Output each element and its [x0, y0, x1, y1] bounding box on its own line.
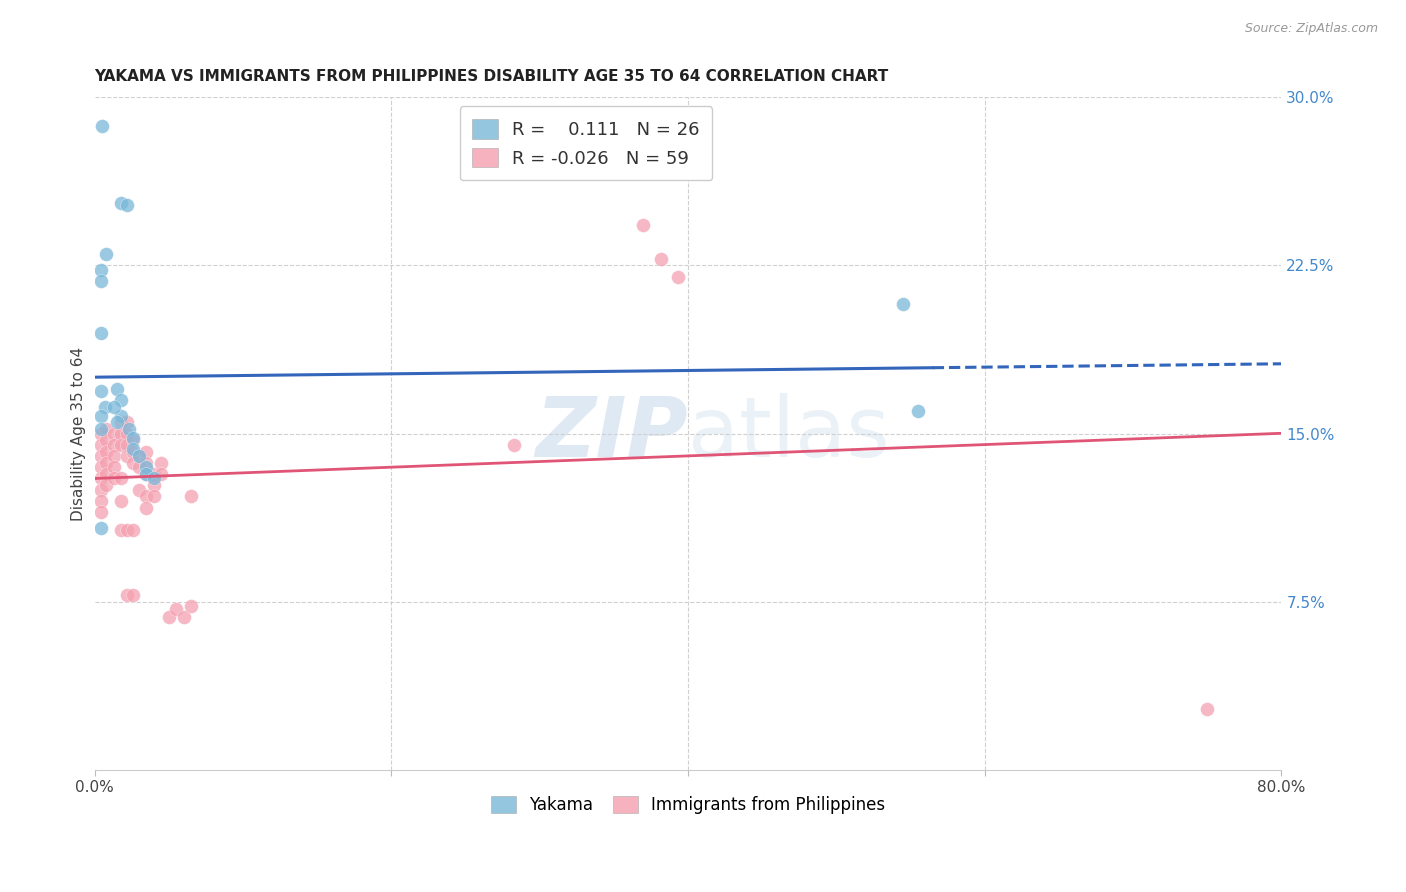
Point	[110, 392, 132, 407]
Point	[89, 422, 111, 436]
Point	[105, 382, 128, 396]
Point	[157, 610, 180, 624]
Point	[907, 404, 929, 418]
Point	[122, 431, 145, 445]
Point	[89, 409, 111, 423]
Text: atlas: atlas	[688, 393, 890, 474]
Point	[103, 449, 125, 463]
Point	[96, 247, 118, 261]
Point	[96, 434, 118, 448]
Point	[115, 416, 138, 430]
Point	[122, 456, 145, 470]
Point	[110, 523, 132, 537]
Legend: Yakama, Immigrants from Philippines: Yakama, Immigrants from Philippines	[482, 788, 894, 822]
Point	[89, 426, 111, 441]
Point	[110, 471, 132, 485]
Point	[180, 489, 202, 503]
Point	[89, 521, 111, 535]
Point	[105, 416, 128, 430]
Point	[96, 422, 118, 436]
Point	[96, 467, 118, 481]
Point	[89, 460, 111, 475]
Point	[89, 326, 111, 340]
Point	[142, 478, 165, 492]
Point	[91, 120, 114, 134]
Point	[128, 449, 150, 463]
Point	[891, 296, 914, 310]
Point	[122, 434, 145, 448]
Point	[180, 599, 202, 614]
Text: Source: ZipAtlas.com: Source: ZipAtlas.com	[1244, 22, 1378, 36]
Point	[150, 456, 173, 470]
Point	[89, 384, 111, 398]
Point	[1197, 702, 1219, 716]
Point	[135, 467, 157, 481]
Point	[135, 460, 157, 475]
Point	[103, 400, 125, 414]
Point	[89, 274, 111, 288]
Point	[122, 442, 145, 457]
Point	[173, 610, 195, 624]
Point	[135, 500, 157, 515]
Point	[110, 409, 132, 423]
Point	[142, 489, 165, 503]
Point	[122, 588, 145, 602]
Point	[650, 252, 672, 266]
Point	[150, 467, 173, 481]
Point	[115, 523, 138, 537]
Point	[110, 195, 132, 210]
Point	[142, 467, 165, 481]
Point	[115, 449, 138, 463]
Point	[115, 426, 138, 441]
Point	[89, 505, 111, 519]
Point	[666, 269, 689, 284]
Point	[110, 438, 132, 452]
Point	[503, 438, 526, 452]
Point	[135, 467, 157, 481]
Point	[128, 483, 150, 497]
Point	[122, 444, 145, 458]
Point	[115, 198, 138, 212]
Point	[122, 523, 145, 537]
Point	[94, 400, 117, 414]
Point	[103, 471, 125, 485]
Point	[135, 489, 157, 503]
Point	[115, 588, 138, 602]
Point	[89, 483, 111, 497]
Point	[165, 601, 187, 615]
Point	[135, 456, 157, 470]
Point	[89, 471, 111, 485]
Point	[118, 422, 141, 436]
Text: YAKAMA VS IMMIGRANTS FROM PHILIPPINES DISABILITY AGE 35 TO 64 CORRELATION CHART: YAKAMA VS IMMIGRANTS FROM PHILIPPINES DI…	[94, 69, 889, 84]
Point	[142, 471, 165, 485]
Point	[103, 426, 125, 441]
Point	[89, 449, 111, 463]
Point	[89, 494, 111, 508]
Point	[96, 478, 118, 492]
Point	[103, 438, 125, 452]
Point	[128, 460, 150, 475]
Point	[96, 444, 118, 458]
Point	[89, 438, 111, 452]
Point	[110, 494, 132, 508]
Text: ZIP: ZIP	[536, 393, 688, 474]
Point	[110, 426, 132, 441]
Point	[128, 449, 150, 463]
Point	[633, 218, 655, 232]
Point	[89, 263, 111, 277]
Y-axis label: Disability Age 35 to 64: Disability Age 35 to 64	[72, 346, 86, 521]
Point	[110, 416, 132, 430]
Point	[103, 460, 125, 475]
Point	[96, 456, 118, 470]
Point	[135, 444, 157, 458]
Point	[115, 438, 138, 452]
